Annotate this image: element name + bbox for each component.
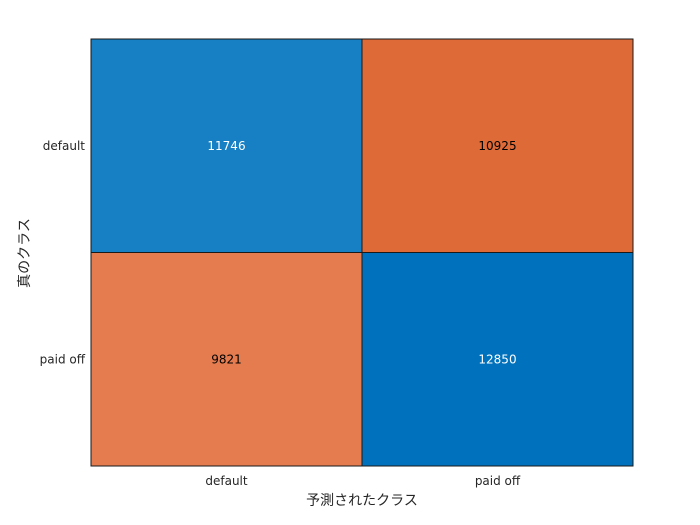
y-axis-label: 真のクラス [17, 218, 33, 288]
cell-value-label: 12850 [478, 352, 516, 366]
y-tick-label: default [43, 139, 86, 153]
x-tick-label: default [205, 474, 248, 488]
heatmap-cell [361, 38, 634, 253]
plot-border [90, 38, 634, 467]
heatmap-cell [90, 252, 363, 467]
cell-value-label: 9821 [211, 352, 242, 366]
y-tick-label: paid off [40, 352, 86, 366]
x-tick-label: paid off [475, 474, 521, 488]
cell-value-label: 11746 [207, 139, 245, 153]
heatmap-cell [90, 38, 363, 253]
heatmap-cell [361, 252, 634, 467]
x-axis-label: 予測されたクラス [306, 493, 418, 509]
x-tick-labels: default paid off [205, 474, 521, 488]
cell-value-label: 10925 [478, 139, 516, 153]
heatmap-cells [90, 38, 634, 467]
heatmap-cell-labels: 11746 10925 9821 12850 [207, 139, 516, 367]
y-tick-labels: default paid off [40, 139, 86, 367]
